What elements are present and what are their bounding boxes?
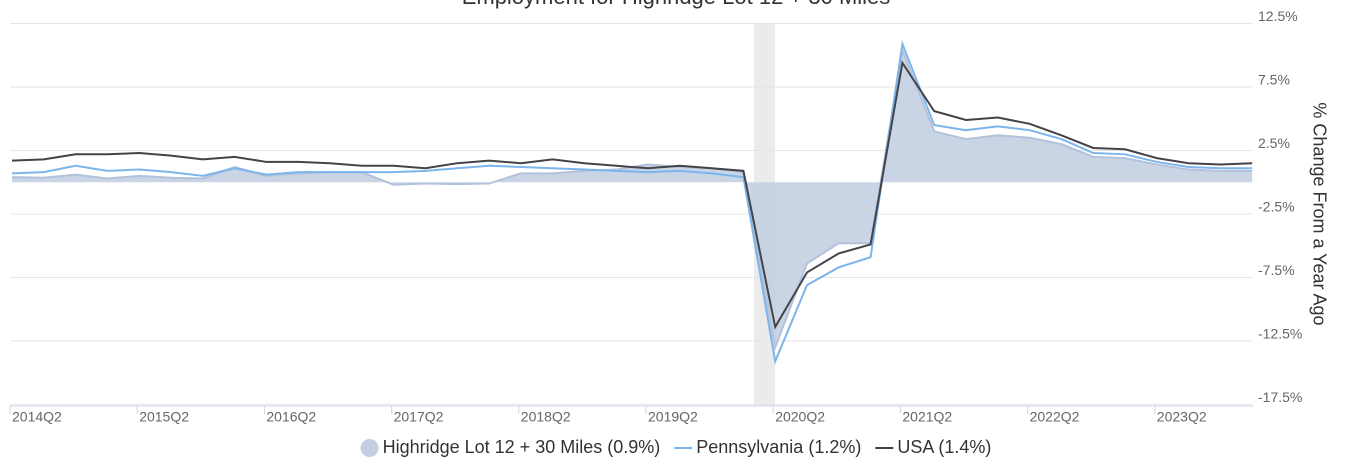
x-tick-label: 2023Q2 [1157,409,1207,425]
line [11,39,1253,365]
y-axis-label: % Change From a Year Ago [1309,102,1329,325]
x-tick-label: 2018Q2 [521,409,571,425]
x-tick-label: 2019Q2 [648,409,698,425]
x-tick-label: 2022Q2 [1030,409,1080,425]
x-tick-label: 2020Q2 [775,409,825,425]
y-tick-label: 12.5% [1258,8,1298,24]
y-tick-label: -2.5% [1258,199,1295,215]
area-edge [11,46,1253,352]
x-tick-label: 2021Q2 [902,409,952,425]
legend-label: USA (1.4%) [897,437,991,457]
y-tick-label: 2.5% [1258,135,1290,151]
legend-label: Highridge Lot 12 + 30 Miles (0.9%) [383,437,661,457]
y-tick-label: -17.5% [1258,389,1302,405]
x-tick-label: 2017Q2 [394,409,444,425]
area [12,50,1253,348]
x-tick-label: 2015Q2 [139,409,189,425]
y-tick-label: -12.5% [1258,326,1302,342]
line [11,60,1253,330]
y-tick-label: -7.5% [1258,262,1295,278]
legend-label: Pennsylvania (1.2%) [696,437,861,457]
y-tick-label: 7.5% [1258,72,1290,88]
x-tick-label: 2016Q2 [266,409,316,425]
chart-title: Employment for Highridge Lot 12 + 30 Mil… [462,0,891,9]
x-tick-label: 2014Q2 [12,409,62,425]
legend-marker [360,439,379,457]
